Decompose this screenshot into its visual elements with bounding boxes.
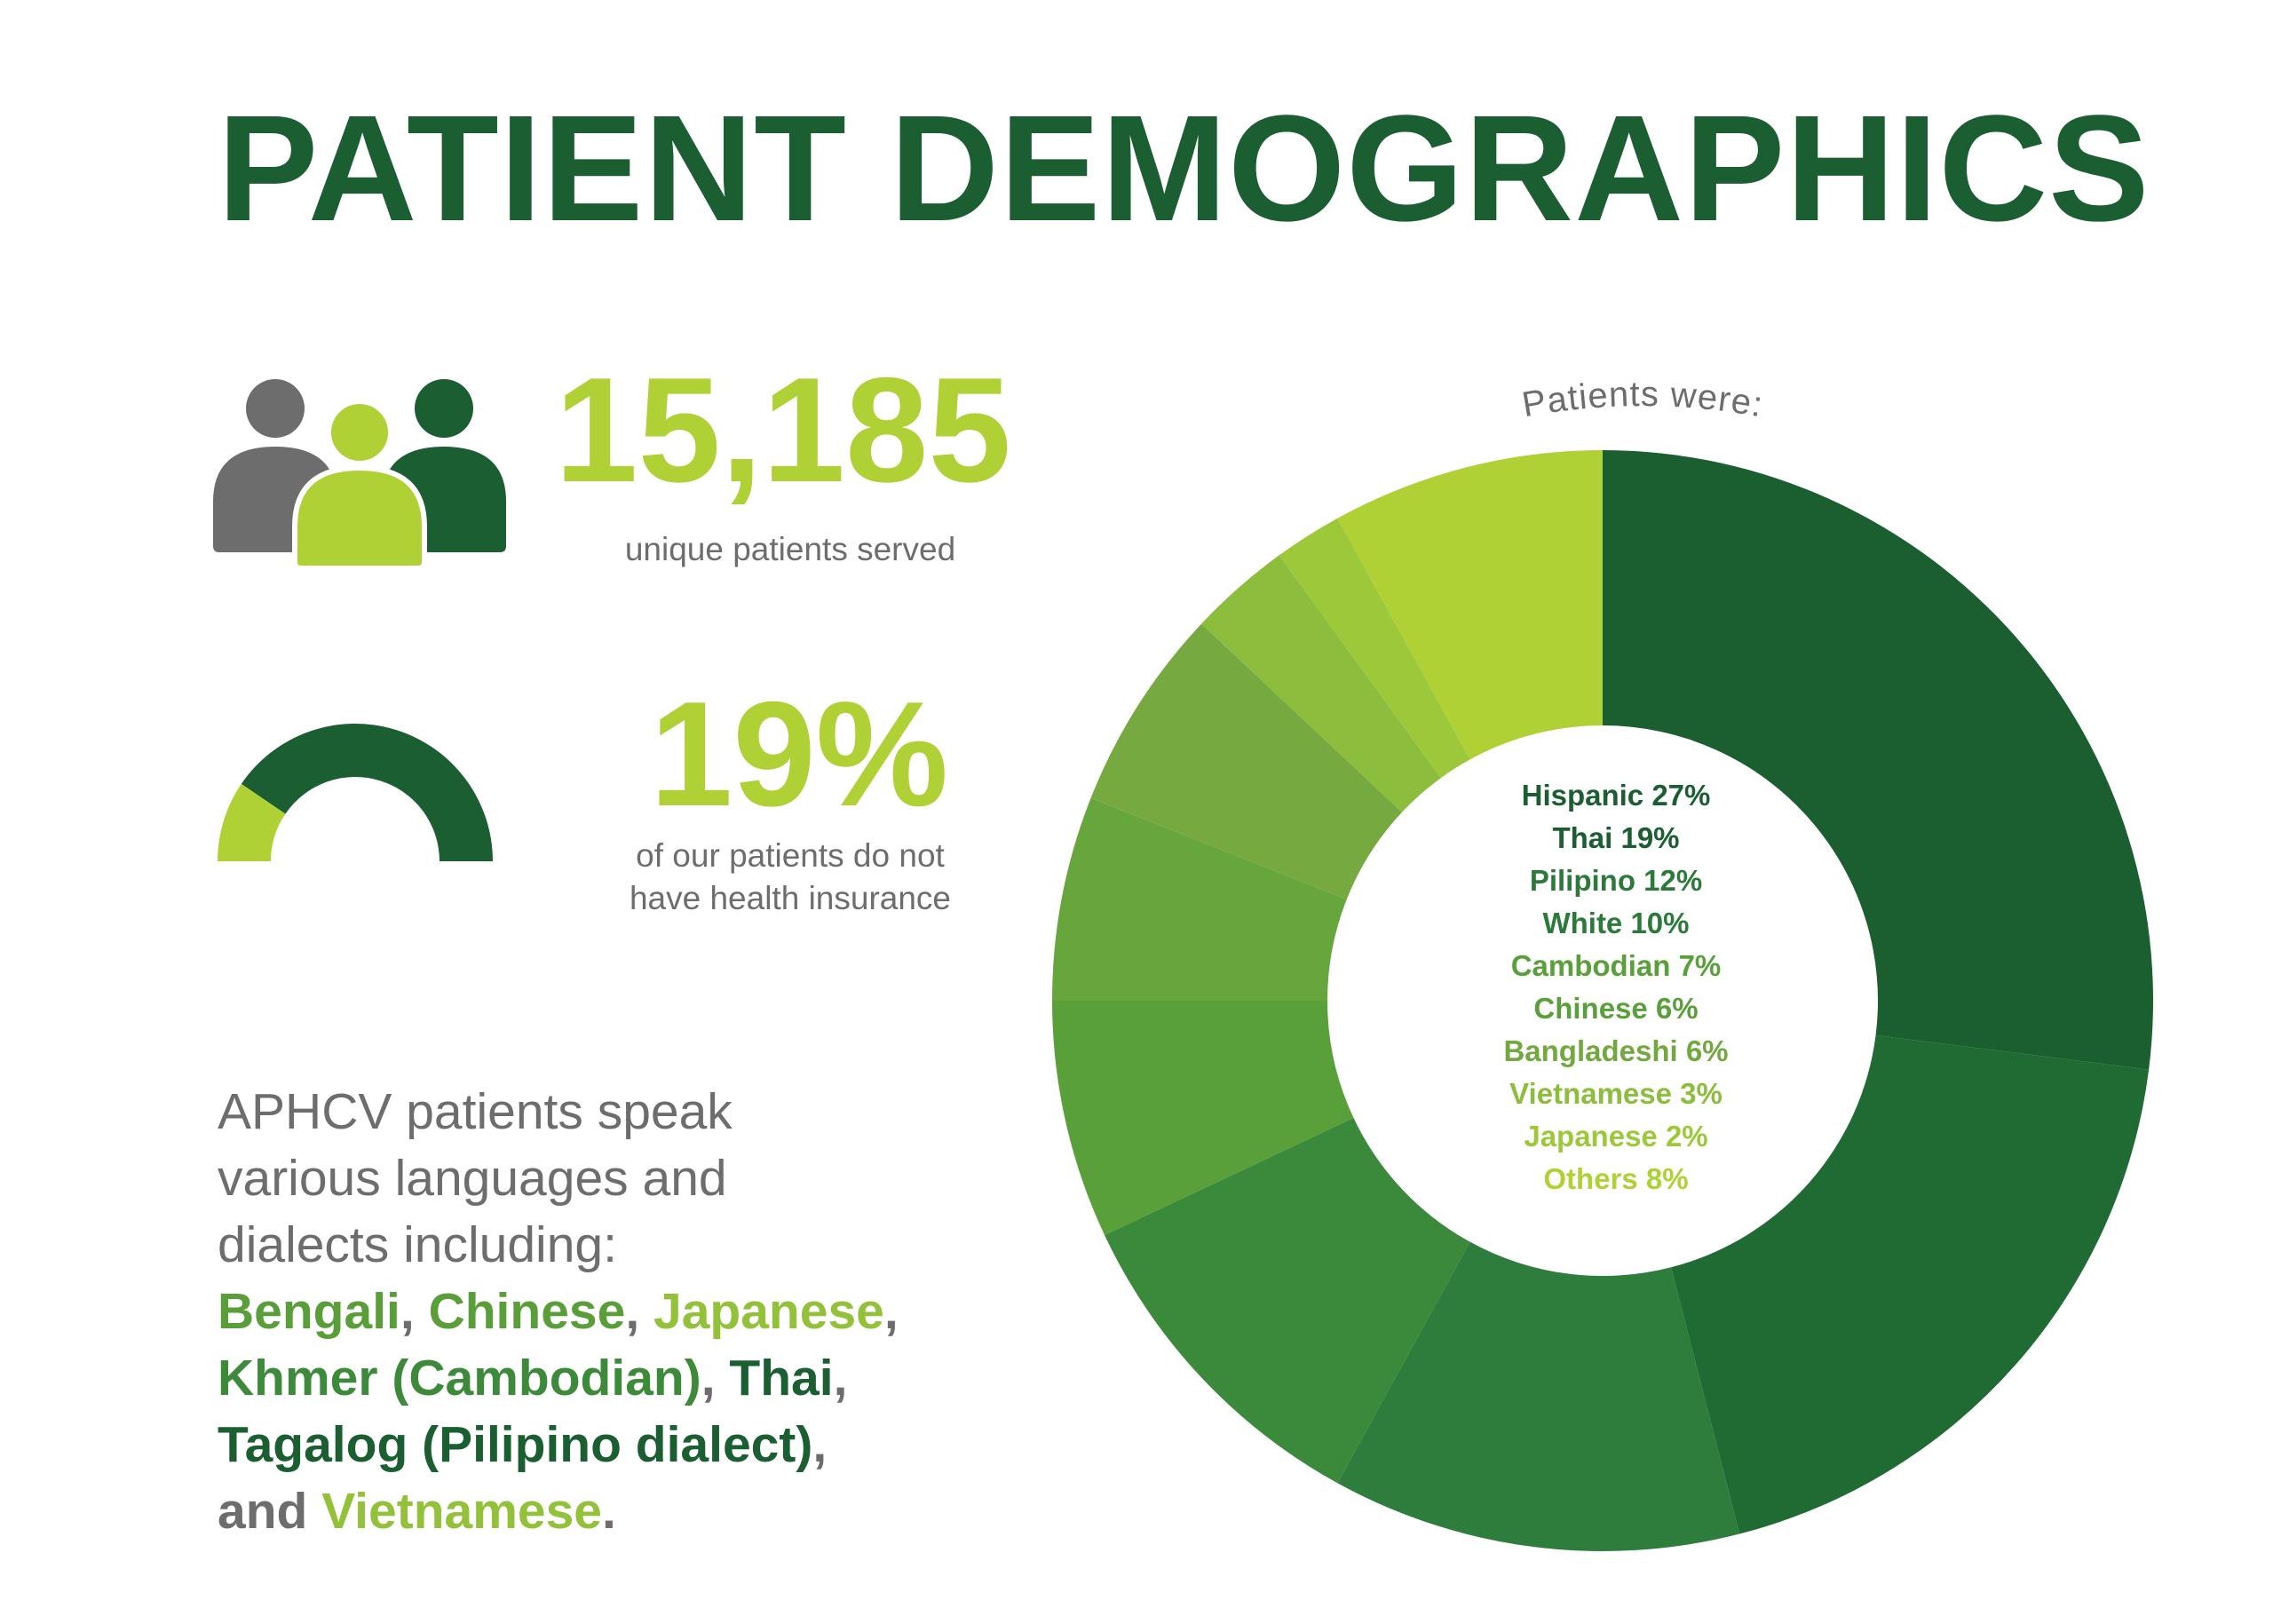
- language-khmer: Khmer (Cambodian): [218, 1350, 701, 1406]
- languages-paragraph: APHCV patients speak various languages a…: [218, 1079, 1017, 1545]
- and-word: and: [218, 1483, 308, 1540]
- slice-hispanic: [1603, 450, 2153, 1070]
- legend-item-others: Others 8%: [1543, 1162, 1689, 1195]
- legend-item-pilipino: Pilipino 12%: [1529, 864, 1703, 897]
- page-title: PATIENT DEMOGRAPHICS: [218, 84, 2150, 253]
- language-japanese: Japanese: [653, 1283, 884, 1340]
- uninsured-label-line2: have health insurance: [629, 880, 952, 916]
- language-chinese: Chinese: [428, 1283, 626, 1340]
- chart-legend: Hispanic 27% Thai 19% Pilipino 12% White 10…: [1438, 774, 1794, 1200]
- unique-patients-label: unique patients served: [624, 531, 956, 567]
- uninsured-percent: 19%: [649, 670, 949, 837]
- language-thai: Thai: [729, 1350, 834, 1406]
- slice-japanese: [1279, 518, 1470, 779]
- half-donut-gauge-icon: [218, 724, 493, 861]
- language-bengali: Bengali: [218, 1283, 400, 1340]
- slice-pilipino: [1337, 1241, 1740, 1551]
- people-group-icon: [213, 379, 506, 568]
- comma: ,: [883, 1283, 899, 1340]
- slice-bangladeshi: [1090, 623, 1403, 899]
- person-lime-icon: [292, 399, 427, 568]
- uninsured-label: of our patients do not have health insur…: [586, 835, 994, 920]
- demographics-donut-chart: Patients were:: [1052, 375, 2153, 1551]
- comma: ,: [812, 1416, 828, 1473]
- period: .: [602, 1483, 616, 1540]
- languages-intro-line3: dialects including:: [218, 1216, 617, 1273]
- comma: ,: [701, 1350, 716, 1406]
- language-vietnamese: Vietnamese: [321, 1483, 602, 1540]
- legend-item-white: White 10%: [1542, 907, 1690, 939]
- slice-thai: [1671, 1034, 2150, 1534]
- legend-item-cambodian: Cambodian 7%: [1510, 949, 1722, 982]
- slice-chinese: [1052, 797, 1347, 1001]
- languages-intro-line1: APHCV patients speak: [218, 1083, 733, 1140]
- legend-item-hispanic: Hispanic 27%: [1521, 779, 1711, 812]
- languages-list-line3: Tagalog (Pilipino dialect),: [218, 1412, 1017, 1478]
- languages-list-line1: Bengali, Chinese, Japanese,: [218, 1279, 1017, 1345]
- languages-list-line2: Khmer (Cambodian), Thai,: [218, 1345, 1017, 1412]
- legend-item-thai: Thai 19%: [1552, 821, 1680, 854]
- chart-title: Patients were:: [1519, 375, 1766, 424]
- comma: ,: [625, 1283, 640, 1340]
- slice-vietnamese: [1201, 555, 1441, 812]
- gauge-track: [241, 724, 493, 861]
- comma: ,: [400, 1283, 415, 1340]
- unique-patients-number: 15,185: [555, 346, 1011, 513]
- languages-list-line4: and Vietnamese.: [218, 1478, 1017, 1545]
- legend-item-chinese: Chinese 6%: [1533, 992, 1699, 1025]
- languages-intro-line2: various languages and: [218, 1150, 727, 1207]
- slice-others: [1337, 450, 1603, 760]
- legend-item-bangladeshi: Bangladeshi 6%: [1503, 1034, 1729, 1067]
- language-tagalog: Tagalog (Pilipino dialect): [218, 1416, 813, 1473]
- chart-slices: [1052, 450, 2153, 1551]
- uninsured-label-line1: of our patients do not: [636, 837, 945, 874]
- slice-cambodian: [1052, 1001, 1354, 1235]
- gauge-fill: [218, 783, 286, 861]
- slice-white: [1105, 1117, 1470, 1484]
- comma: ,: [833, 1350, 848, 1406]
- legend-item-japanese: Japanese 2%: [1524, 1120, 1708, 1153]
- legend-item-vietnamese: Vietnamese 3%: [1509, 1077, 1723, 1110]
